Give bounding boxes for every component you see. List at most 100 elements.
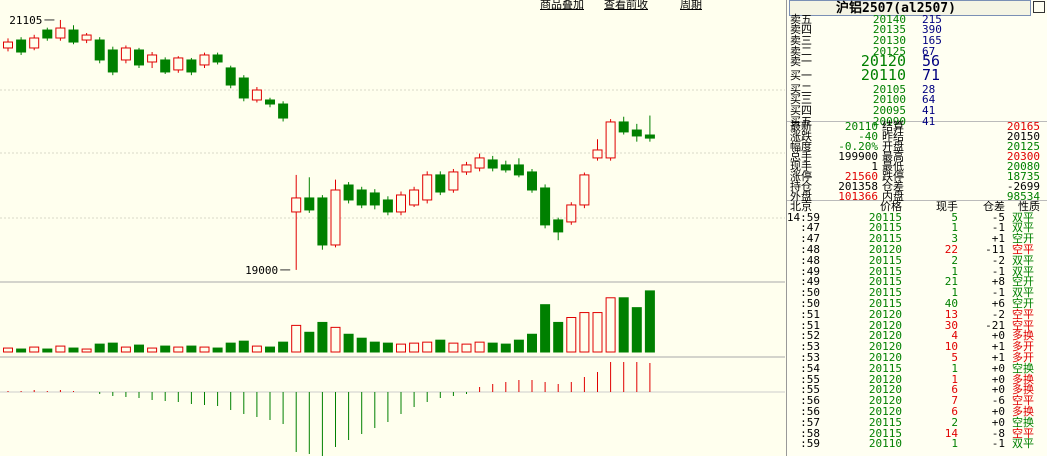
trade-time: :47	[800, 232, 820, 246]
volume-bar	[317, 321, 328, 353]
trade-oi-change: +0	[991, 383, 1005, 397]
trade-type: 空平	[1012, 426, 1034, 440]
volume-bar	[369, 341, 380, 353]
volume-bar	[304, 331, 315, 353]
candle-body	[474, 157, 485, 169]
trade-oi-change: -1	[991, 286, 1005, 300]
quote-title: 沪铝2507(al2507)	[836, 0, 956, 16]
book-label: 卖五	[790, 12, 812, 26]
book-price: 20100	[872, 93, 906, 107]
book-volume: 64	[922, 93, 936, 107]
volume-bar	[94, 343, 105, 353]
toolbar-item[interactable]: 商品叠加	[540, 0, 584, 11]
title-box	[789, 0, 1031, 16]
candle-body	[55, 27, 66, 39]
stat-value: 20150	[1006, 129, 1040, 143]
candle-body	[605, 121, 616, 159]
toolbar-item[interactable]: 周期	[680, 0, 702, 11]
book-price: 20105	[872, 82, 906, 96]
trade-price: 20120	[868, 242, 902, 256]
trade-time: :49	[800, 275, 820, 289]
trades-header: 性质	[1018, 199, 1040, 213]
trade-type: 多开	[1012, 340, 1034, 354]
trade-time: :55	[800, 372, 820, 386]
book-price: 20110	[860, 66, 906, 84]
trade-price: 20120	[868, 404, 902, 418]
book-label: 买一	[790, 69, 812, 82]
volume-bar	[212, 347, 223, 353]
volume-bar	[474, 341, 485, 353]
book-price: 20095	[872, 104, 906, 118]
trade-type: 空平	[1012, 307, 1034, 321]
candle-body	[566, 204, 577, 223]
trade-price: 20120	[868, 329, 902, 343]
toolbar-item[interactable]: 查看前收	[604, 0, 648, 11]
candle-body	[81, 34, 92, 41]
trade-price: 20115	[868, 221, 902, 235]
trade-oi-change: -2	[991, 307, 1005, 321]
trade-volume: 5	[951, 350, 958, 364]
candle-body	[343, 184, 354, 201]
trade-price: 20115	[868, 415, 902, 429]
trade-price: 20120	[868, 350, 902, 364]
trade-time: :59	[800, 437, 820, 451]
trade-oi-change: +0	[991, 404, 1005, 418]
trade-time: :58	[800, 426, 820, 440]
stat-label: 外盘	[790, 189, 812, 203]
candle-body	[409, 189, 420, 206]
trade-volume: 10	[944, 340, 958, 354]
trade-type: 多换	[1012, 372, 1034, 386]
volume-bar	[81, 348, 92, 353]
trade-volume: 1	[951, 437, 958, 451]
candle-body	[278, 103, 289, 119]
trade-volume: 3	[951, 232, 958, 246]
trade-type: 空平	[1012, 318, 1034, 332]
candle-body	[631, 129, 642, 137]
trade-time: :57	[800, 415, 820, 429]
trade-type: 双平	[1012, 264, 1034, 278]
stat-label: 最高	[882, 149, 904, 163]
trade-oi-change: -5	[991, 210, 1005, 224]
trade-price: 20115	[868, 275, 902, 289]
book-volume: 41	[922, 114, 936, 128]
trade-oi-change: +0	[991, 415, 1005, 429]
icon[interactable]	[1033, 1, 1045, 13]
stat-value: 20125	[1006, 139, 1040, 153]
trade-price: 20115	[868, 253, 902, 267]
trade-time: :54	[800, 361, 820, 375]
trade-oi-change: +1	[991, 232, 1005, 246]
trade-time: :51	[800, 307, 820, 321]
volume-bar	[251, 345, 262, 353]
trade-type: 多换	[1012, 383, 1034, 397]
candle-body	[265, 99, 275, 105]
volume-bar	[107, 342, 118, 353]
trade-price: 20115	[868, 426, 902, 440]
trade-volume: 1	[951, 286, 958, 300]
book-label: 买三	[790, 93, 812, 107]
stat-value: -0.20%	[838, 139, 878, 153]
trade-price: 20120	[868, 340, 902, 354]
volume-bar	[500, 343, 511, 353]
volume-bar	[579, 312, 590, 353]
volume-bar	[120, 346, 131, 353]
candle-body	[618, 121, 629, 133]
candle-body	[186, 59, 197, 73]
stat-label: 内盘	[882, 189, 904, 203]
trade-price: 20115	[868, 232, 902, 246]
trade-type: 空平	[1012, 242, 1034, 256]
stat-value: 101366	[838, 189, 878, 203]
trade-volume: 30	[944, 318, 958, 332]
trade-volume: 2	[951, 415, 958, 429]
volume-bar	[160, 345, 171, 353]
trade-oi-change: -1	[991, 437, 1005, 451]
trade-price: 20115	[868, 210, 902, 224]
volume-bar	[487, 342, 498, 353]
quote-panel	[786, 0, 1047, 456]
book-price: 20125	[872, 44, 906, 58]
volume-bar	[605, 297, 616, 353]
candle-body	[173, 57, 184, 71]
candle-body	[461, 164, 472, 173]
trade-time: :55	[800, 383, 820, 397]
trade-volume: 22	[944, 242, 958, 256]
